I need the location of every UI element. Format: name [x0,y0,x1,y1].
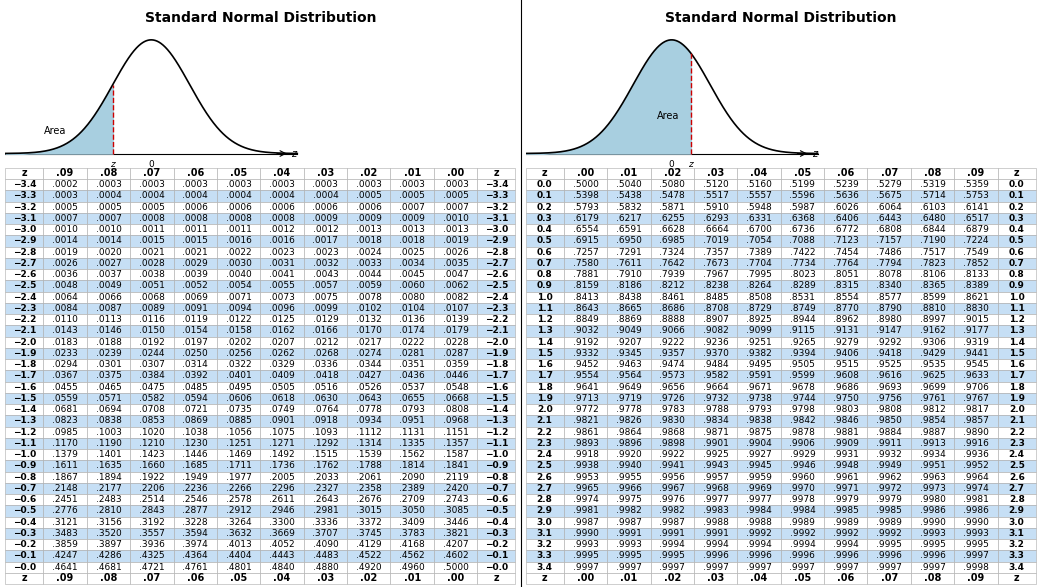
Text: Standard Normal Distribution: Standard Normal Distribution [145,11,376,25]
Text: Standard Normal Distribution: Standard Normal Distribution [665,11,896,25]
